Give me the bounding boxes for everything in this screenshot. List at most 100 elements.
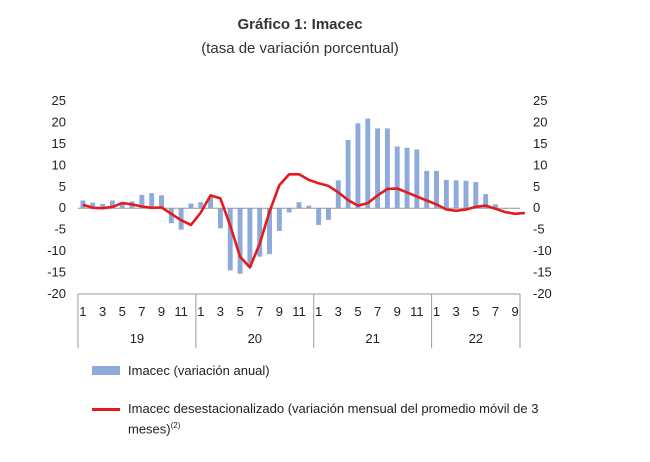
bar — [345, 140, 351, 209]
y-tick-label-right: 15 — [533, 136, 547, 151]
bar — [139, 194, 145, 209]
x-tick-label: 11 — [292, 304, 306, 319]
legend-swatch-bar — [92, 366, 120, 375]
bar — [159, 195, 164, 209]
bar — [149, 193, 155, 209]
x-tick-label: 1 — [433, 304, 440, 319]
bar — [316, 208, 322, 225]
legend-label-bars: Imacec (variación anual) — [128, 363, 270, 378]
bar — [188, 203, 194, 209]
bar — [335, 180, 341, 209]
bar — [443, 179, 449, 209]
bar — [326, 208, 331, 220]
x-tick-label: 3 — [99, 304, 106, 319]
legend-item-line: Imacec desestacionalizado (variación men… — [92, 400, 558, 437]
bar — [384, 128, 390, 209]
bar — [237, 208, 243, 274]
x-tick-label: 7 — [138, 304, 145, 319]
x-tick-label: 9 — [276, 304, 283, 319]
y-tick-label-right: 20 — [533, 114, 547, 129]
bar — [267, 208, 272, 255]
year-label: 21 — [365, 331, 379, 346]
y-tick-label-right: 0 — [533, 200, 540, 215]
bar — [257, 208, 263, 257]
bar — [247, 208, 253, 267]
y-tick-label-right: -15 — [533, 265, 552, 280]
bar — [492, 204, 498, 209]
bar — [404, 147, 410, 209]
y-tick-label-left: 20 — [52, 114, 66, 129]
line-series — [82, 173, 526, 269]
y-tick-label-right: 10 — [533, 157, 547, 172]
x-tick-label: 7 — [492, 304, 499, 319]
x-tick-label: 5 — [472, 304, 479, 319]
y-tick-label-left: -10 — [47, 243, 66, 258]
x-tick-label: 9 — [511, 304, 518, 319]
bar — [434, 170, 439, 209]
bar — [473, 182, 479, 209]
y-tick-label-left: 15 — [52, 136, 66, 151]
x-tick-label: 1 — [197, 304, 204, 319]
x-tick-label: 3 — [453, 304, 460, 319]
y-tick-label-left: 5 — [59, 179, 66, 194]
bar — [306, 205, 312, 209]
x-tick-label: 9 — [158, 304, 165, 319]
bar — [208, 197, 214, 209]
bar — [198, 202, 204, 209]
x-tick-label: 7 — [256, 304, 263, 319]
year-label: 19 — [130, 331, 144, 346]
y-tick-label-left: -15 — [47, 265, 66, 280]
y-tick-label-right: -10 — [533, 243, 552, 258]
year-label: 20 — [248, 331, 262, 346]
bar — [463, 180, 469, 209]
legend-label-line: Imacec desestacionalizado (variación men… — [128, 400, 558, 437]
y-tick-label-right: -20 — [533, 286, 552, 301]
bar — [394, 146, 400, 209]
legend-line-note: (2) — [170, 421, 181, 430]
bar — [414, 149, 420, 209]
y-tick-label-left: 25 — [52, 93, 66, 108]
bar — [453, 180, 459, 209]
x-tick-label: 11 — [174, 304, 188, 319]
x-tick-label: 3 — [335, 304, 342, 319]
bar — [286, 208, 292, 213]
y-tick-label-left: -5 — [54, 222, 66, 237]
legend-item-bars: Imacec (variación anual) — [92, 362, 558, 379]
bar — [168, 208, 174, 224]
bar — [424, 170, 430, 209]
chart-subtitle: (tasa de variación porcentual) — [201, 40, 399, 57]
y-tick-label-right: 25 — [533, 93, 547, 108]
y-tick-label-left: 10 — [52, 157, 66, 172]
bar — [483, 194, 489, 209]
y-tick-label-left: 0 — [59, 200, 66, 215]
year-label: 22 — [469, 331, 483, 346]
x-tick-label: 1 — [315, 304, 322, 319]
bar — [365, 118, 371, 209]
bar — [296, 202, 302, 209]
x-tick-label: 5 — [354, 304, 361, 319]
bar — [375, 128, 381, 209]
bar — [100, 203, 106, 209]
y-tick-label-right: -5 — [533, 222, 545, 237]
bar — [276, 208, 282, 231]
chart-title: Gráfico 1: Imacec — [237, 16, 363, 33]
x-tick-label: 11 — [410, 304, 424, 319]
bar — [217, 208, 223, 229]
x-tick-label: 5 — [236, 304, 243, 319]
bar — [109, 200, 115, 209]
x-tick-label: 5 — [119, 304, 126, 319]
y-tick-label-left: -20 — [47, 286, 66, 301]
x-tick-label: 9 — [394, 304, 401, 319]
bar — [227, 208, 233, 271]
bar — [80, 200, 86, 209]
bar — [90, 202, 96, 209]
x-tick-label: 3 — [217, 304, 224, 319]
bar — [119, 203, 125, 209]
y-tick-label-right: 5 — [533, 179, 540, 194]
bar — [355, 123, 361, 209]
legend-line-text: Imacec desestacionalizado (variación men… — [128, 401, 539, 437]
x-tick-label: 1 — [79, 304, 86, 319]
x-tick-label: 7 — [374, 304, 381, 319]
legend-swatch-line — [92, 408, 120, 411]
